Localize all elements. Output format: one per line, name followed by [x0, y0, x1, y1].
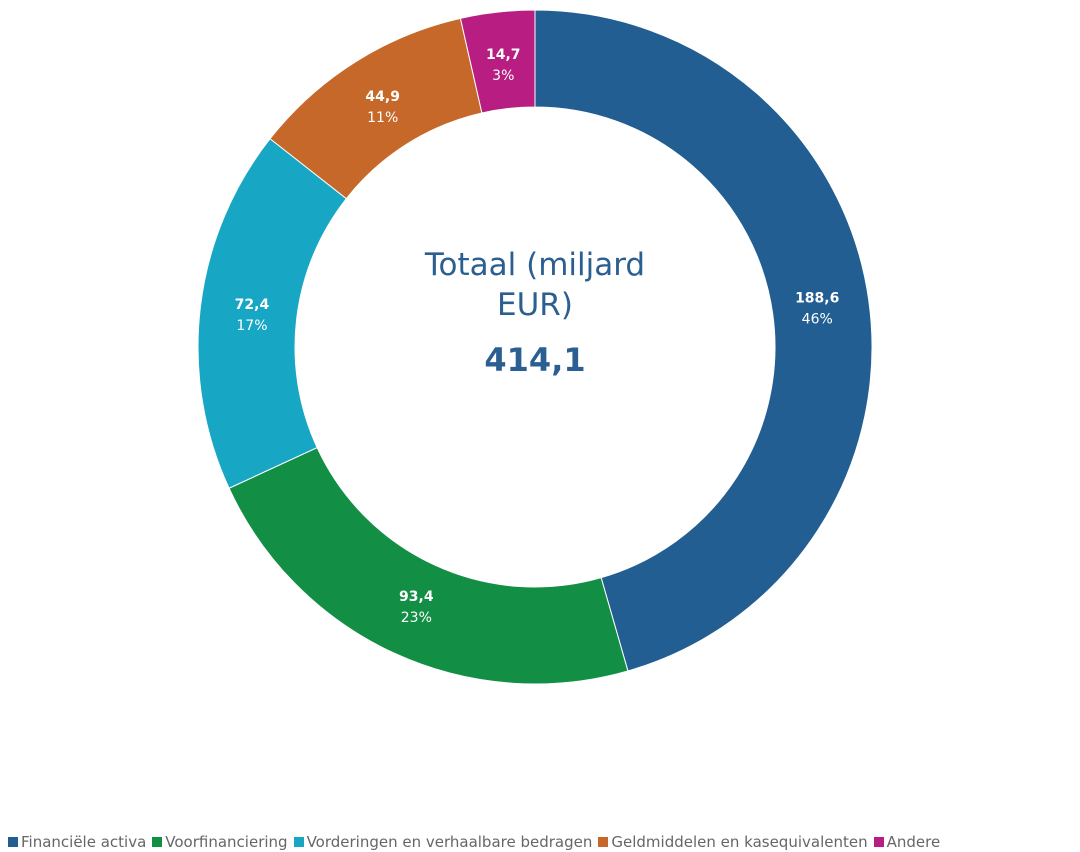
legend-swatch: [293, 837, 304, 847]
value-label: 44,9: [365, 89, 400, 105]
legend-item: Financiële activa: [8, 833, 146, 851]
legend-label: Financiële activa: [21, 833, 147, 851]
percent-label: 17%: [236, 318, 267, 334]
percent-label: 11%: [367, 110, 398, 126]
legend-swatch: [8, 837, 18, 847]
donut-slice: [459, 9, 536, 114]
legend-item: Andere: [873, 833, 941, 851]
percent-label: 3%: [492, 68, 514, 84]
value-label: 93,4: [399, 589, 434, 605]
legend-swatch: [873, 837, 884, 847]
percent-label: 23%: [401, 610, 432, 626]
legend: Financiële activa Voorfinanciering Vorderi…: [8, 833, 940, 851]
legend-label: Voorfinanciering: [165, 833, 288, 851]
value-label: 14,7: [486, 47, 521, 63]
donut-slice: [534, 9, 873, 672]
donut-slice: [228, 446, 629, 685]
value-label: 72,4: [235, 297, 270, 313]
legend-item: Voorfinanciering: [152, 833, 288, 851]
legend-item: Geldmiddelen en kasequivalenten: [598, 833, 868, 851]
center-label: Totaal (miljard EUR) 414,1: [385, 245, 685, 379]
legend-label: Geldmiddelen en kasequivalenten: [611, 833, 868, 851]
percent-label: 46%: [802, 311, 833, 327]
legend-swatch: [152, 837, 163, 847]
legend-swatch: [598, 837, 609, 847]
total-label: 414,1: [484, 341, 586, 379]
value-label: 188,6: [795, 290, 839, 306]
legend-label: Vorderingen en verhaalbare bedragen: [306, 833, 593, 851]
legend-item: Vorderingen en verhaalbare bedragen: [293, 833, 593, 851]
legend-label: Andere: [886, 833, 941, 851]
center-title: Totaal (miljard EUR): [424, 247, 646, 323]
donut-slice: [197, 138, 348, 489]
